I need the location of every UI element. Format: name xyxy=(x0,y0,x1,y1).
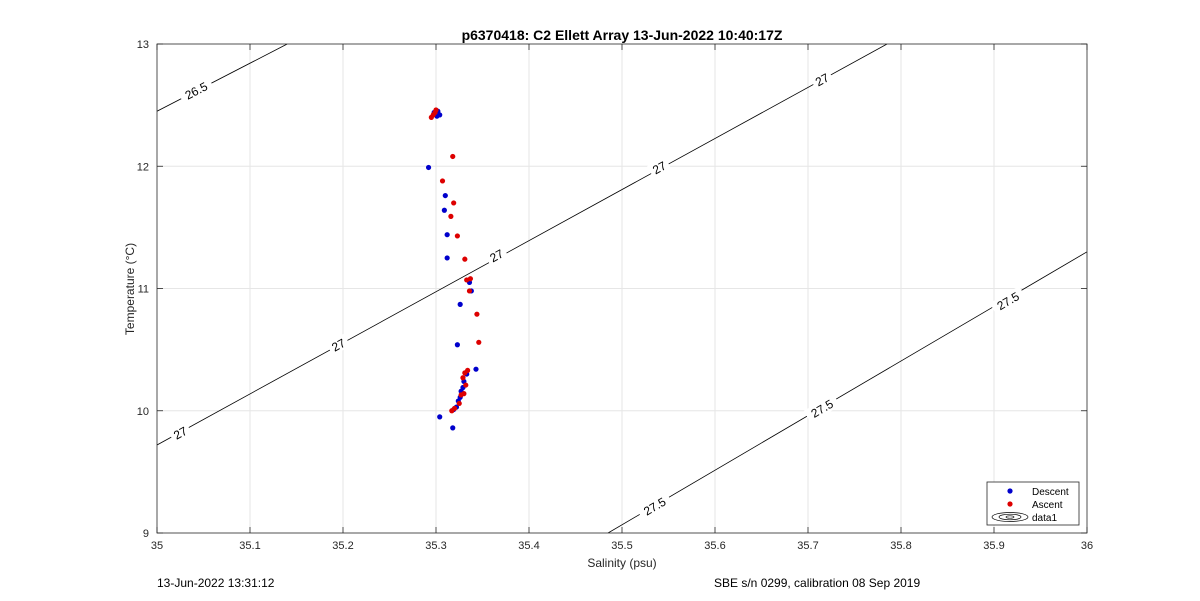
contour-label: 27 xyxy=(650,158,669,177)
point-ascent xyxy=(454,233,460,239)
point-ascent xyxy=(474,311,480,317)
footer-calibration: SBE s/n 0299, calibration 08 Sep 2019 xyxy=(714,576,920,590)
contour-line-27 xyxy=(157,44,888,446)
point-ascent xyxy=(456,400,462,407)
y-tick-label: 11 xyxy=(138,284,149,296)
x-tick-label: 35.9 xyxy=(983,540,1004,552)
y-tick-label: 10 xyxy=(137,406,149,418)
contour-label-background xyxy=(803,393,841,423)
point-descent xyxy=(444,255,450,261)
footer-timestamp: 13-Jun-2022 13:31:12 xyxy=(157,576,275,590)
contour-label: 27 xyxy=(813,70,832,89)
x-tick-label: 35.4 xyxy=(518,540,539,552)
point-ascent xyxy=(462,370,468,376)
point-descent xyxy=(457,301,463,307)
contour-label-background xyxy=(636,491,673,521)
contour-label-background xyxy=(647,156,672,179)
x-tick-label: 35.1 xyxy=(239,540,260,552)
contour-label: 27 xyxy=(329,336,348,355)
chart-title: p6370418: C2 Ellett Array 13-Jun-2022 10… xyxy=(462,27,783,43)
legend-box xyxy=(986,481,1080,526)
point-ascent xyxy=(439,178,446,184)
x-tick-label: 35.2 xyxy=(332,540,353,552)
y-tick-label: 13 xyxy=(137,39,149,51)
point-ascent xyxy=(476,339,482,345)
point-ascent xyxy=(466,288,473,294)
contour-label-background xyxy=(989,286,1027,316)
x-tick-label: 35.5 xyxy=(611,540,632,552)
point-ascent xyxy=(433,107,439,113)
point-descent xyxy=(437,414,443,420)
legend-data1-label: data1 xyxy=(1032,513,1057,524)
contour-label-background xyxy=(484,244,509,267)
point-descent xyxy=(442,192,448,199)
point-ascent xyxy=(464,277,470,283)
x-tick-label: 35.7 xyxy=(797,540,818,552)
point-ascent xyxy=(462,256,468,262)
x-axis-label: Salinity (psu) xyxy=(587,556,656,570)
contour-label: 27 xyxy=(487,246,506,265)
x-tick-label: 35.6 xyxy=(704,540,725,552)
contour-label-background xyxy=(809,68,835,91)
legend: Descent Ascent data1 xyxy=(986,481,1080,526)
x-tick-label: 35.8 xyxy=(890,540,911,552)
x-tick-label: 35.3 xyxy=(425,540,446,552)
contour-label-background xyxy=(177,76,215,105)
contour-label-background xyxy=(326,333,351,356)
contour-line-26.5 xyxy=(157,44,288,112)
y-tick-label: 9 xyxy=(143,528,149,540)
legend-descent-label: Descent xyxy=(1032,487,1069,498)
legend-ascent-marker xyxy=(1007,501,1013,507)
contour-legend-icon xyxy=(991,512,1029,522)
x-tick-label: 36 xyxy=(1081,540,1093,552)
y-tick-label: 12 xyxy=(137,161,149,173)
point-descent xyxy=(454,342,460,348)
point-descent xyxy=(444,232,450,238)
contour-label-background xyxy=(168,421,193,444)
point-descent xyxy=(450,425,456,431)
point-descent xyxy=(473,366,479,372)
y-axis-label: Temperature (°C) xyxy=(123,243,137,335)
point-ascent xyxy=(463,382,469,388)
point-descent xyxy=(441,207,447,213)
point-ascent xyxy=(450,153,456,160)
point-ascent xyxy=(449,408,455,414)
point-descent xyxy=(425,164,432,171)
point-ascent xyxy=(451,200,457,206)
point-ascent xyxy=(458,392,464,398)
legend-ascent-label: Ascent xyxy=(1032,500,1063,511)
point-ascent xyxy=(460,375,466,381)
contour-label: 27 xyxy=(171,424,190,443)
x-tick-label: 35 xyxy=(151,540,163,552)
legend-descent-marker xyxy=(1007,488,1013,494)
point-ascent xyxy=(448,213,454,219)
